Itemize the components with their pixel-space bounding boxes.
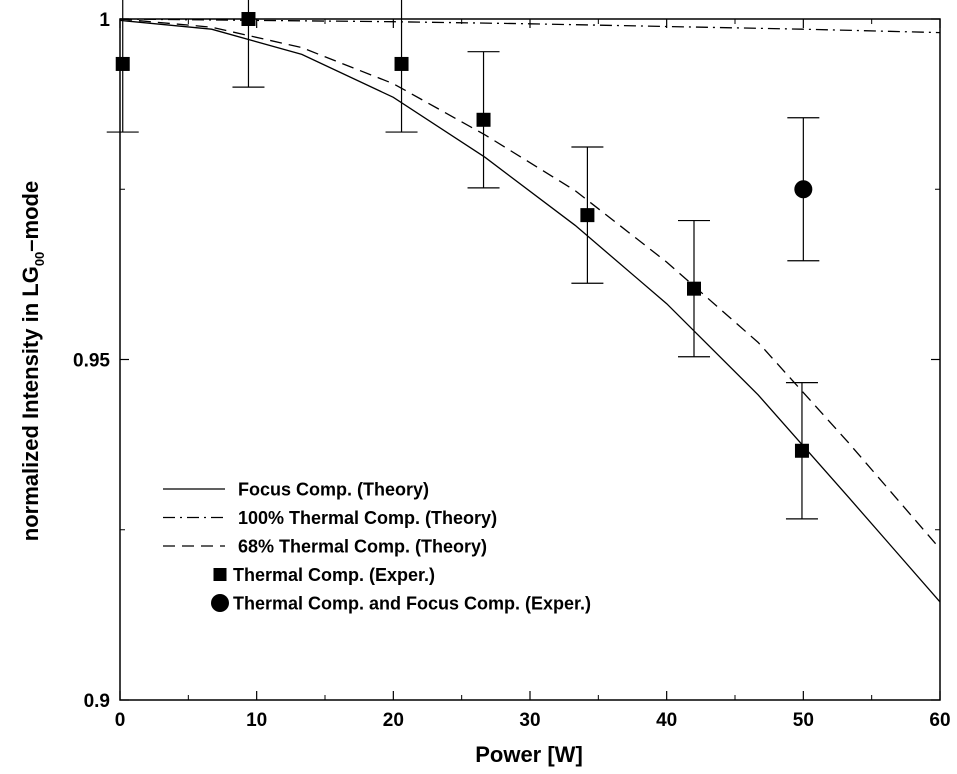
y-tick-label: 0.95: [73, 351, 110, 372]
x-axis-title: Power [W]: [475, 742, 583, 767]
legend-square-marker: [213, 568, 227, 581]
x-tick-label: 50: [793, 710, 814, 731]
y-axis-title-prefix: normalized Intensity in LG: [18, 266, 43, 541]
x-tick-label: 60: [929, 710, 950, 731]
legend-label: Thermal Comp. (Exper.): [233, 565, 435, 585]
square-marker: [794, 443, 809, 458]
legend-label: 68% Thermal Comp. (Theory): [238, 537, 487, 557]
y-tick-label: 1: [99, 10, 110, 31]
data-markers: [115, 12, 813, 458]
series-line-dashdot: [119, 18, 941, 34]
x-tick-label: 10: [246, 710, 267, 731]
square-marker: [115, 56, 130, 71]
x-tick-label: 30: [519, 710, 540, 731]
square-marker: [580, 208, 595, 223]
legend-circle-marker: [211, 594, 229, 612]
y-axis-title-suffix: –mode: [18, 181, 43, 252]
legend-label: Thermal Comp. and Focus Comp. (Exper.): [233, 594, 591, 614]
series-line-dashed: [119, 18, 941, 550]
y-axis-ticks: 0.9 0.95 1: [73, 10, 940, 712]
square-marker: [394, 56, 409, 71]
square-marker: [687, 281, 701, 296]
x-axis-ticks: 0 10 20 30 40 50 60: [115, 19, 951, 731]
error-bars: [106, 0, 820, 520]
y-tick-label: 0.9: [84, 691, 110, 712]
y-axis-title: normalized Intensity in LG00–mode: [18, 181, 47, 541]
square-marker: [476, 112, 491, 127]
x-tick-label: 0: [115, 710, 126, 731]
legend-label: 100% Thermal Comp. (Theory): [238, 508, 497, 528]
legend: Focus Comp. (Theory) 100% Thermal Comp. (…: [163, 480, 591, 614]
square-marker: [241, 12, 256, 26]
y-axis-title-subscript: 00: [32, 252, 47, 266]
x-tick-label: 40: [656, 710, 677, 731]
circle-marker: [794, 180, 813, 199]
legend-label: Focus Comp. (Theory): [238, 480, 429, 500]
x-tick-label: 20: [383, 710, 404, 731]
